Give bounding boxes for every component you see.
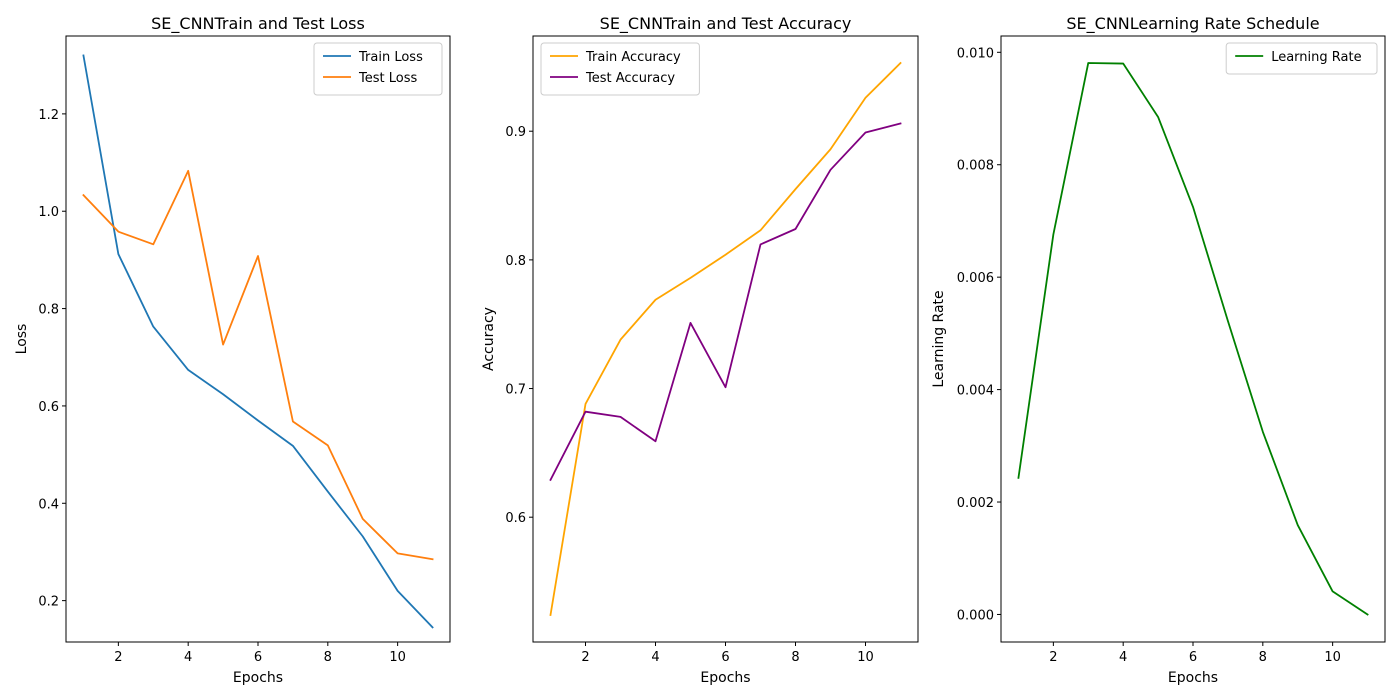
legend-label: Train Loss: [358, 50, 423, 65]
chart-panel-3: SE_CNNLearning Rate Schedule 2 4 6 8 10 0.000 0…: [931, 14, 1386, 686]
chart-title: SE_CNNTrain and Test Accuracy: [600, 14, 852, 34]
x-tick-label: 6: [1189, 650, 1197, 665]
axes-frame: [65, 35, 451, 643]
series-line-2: [549, 122, 902, 482]
x-axis-label: Epochs: [233, 670, 283, 686]
x-tick-label: 8: [791, 650, 799, 665]
y-tick-label: 0.2: [38, 595, 59, 610]
y-tick-label: 0.010: [957, 46, 994, 61]
y-tick-label: 1.2: [38, 108, 59, 123]
y-axis-label: Learning Rate: [931, 290, 947, 387]
y-tick-label: 0.006: [957, 271, 994, 286]
legend-label: Test Accuracy: [585, 71, 675, 86]
chart-panel-1: SE_CNNTrain and Test Loss 2 4 6 8 10 0.2 0.4 0.6…: [14, 14, 451, 686]
y-tick-label: 0.002: [957, 496, 994, 511]
x-tick-label: 4: [1119, 650, 1127, 665]
axes-frame: [532, 35, 919, 643]
legend-label: Learning Rate: [1271, 50, 1361, 65]
series-line-1: [82, 54, 434, 629]
x-tick-label: 4: [184, 650, 192, 665]
legend: Learning Rate: [1225, 42, 1378, 75]
chart-title: SE_CNNLearning Rate Schedule: [1066, 14, 1319, 34]
legend-label: Train Accuracy: [585, 50, 681, 65]
legend-box: [1225, 42, 1378, 75]
x-tick-label: 6: [254, 650, 262, 665]
x-axis-label: Epochs: [1168, 670, 1218, 686]
y-axis-label: Accuracy: [481, 307, 497, 371]
x-tick-label: 6: [721, 650, 729, 665]
chart-panel-2: SE_CNNTrain and Test Accuracy 2 4 6 8 10 0.6 0.…: [481, 14, 919, 686]
x-tick-label: 2: [1049, 650, 1057, 665]
series-line-2: [82, 169, 434, 561]
x-tick-label: 8: [1259, 650, 1267, 665]
y-axis-label: Loss: [14, 324, 30, 355]
legend: Train Loss Test Loss: [313, 42, 443, 96]
x-tick-label: 10: [1324, 650, 1341, 665]
x-tick-label: 2: [114, 650, 122, 665]
x-tick-label: 2: [581, 650, 589, 665]
legend: Train Accuracy Test Accuracy: [540, 42, 700, 96]
y-tick-label: 0.8: [38, 303, 59, 318]
series-line-1: [1017, 62, 1369, 616]
y-tick-label: 0.9: [505, 125, 526, 140]
legend-box: [540, 42, 700, 96]
y-tick-label: 1.0: [38, 205, 59, 220]
y-tick-label: 0.6: [38, 400, 59, 415]
y-tick-label: 0.6: [505, 511, 526, 526]
y-tick-label: 0.4: [38, 497, 59, 512]
y-tick-label: 0.008: [957, 159, 994, 174]
y-tick-label: 0.004: [957, 384, 994, 399]
legend-label: Test Loss: [358, 71, 417, 86]
chart-title: SE_CNNTrain and Test Loss: [151, 14, 365, 34]
x-tick-label: 10: [389, 650, 406, 665]
series-line-1: [549, 61, 902, 617]
x-axis-label: Epochs: [700, 670, 750, 686]
x-tick-label: 4: [651, 650, 659, 665]
x-tick-label: 10: [857, 650, 874, 665]
y-tick-label: 0.000: [957, 608, 994, 623]
y-tick-label: 0.8: [505, 254, 526, 269]
axes-frame: [1000, 35, 1386, 643]
x-tick-label: 8: [324, 650, 332, 665]
y-tick-label: 0.7: [505, 383, 526, 398]
